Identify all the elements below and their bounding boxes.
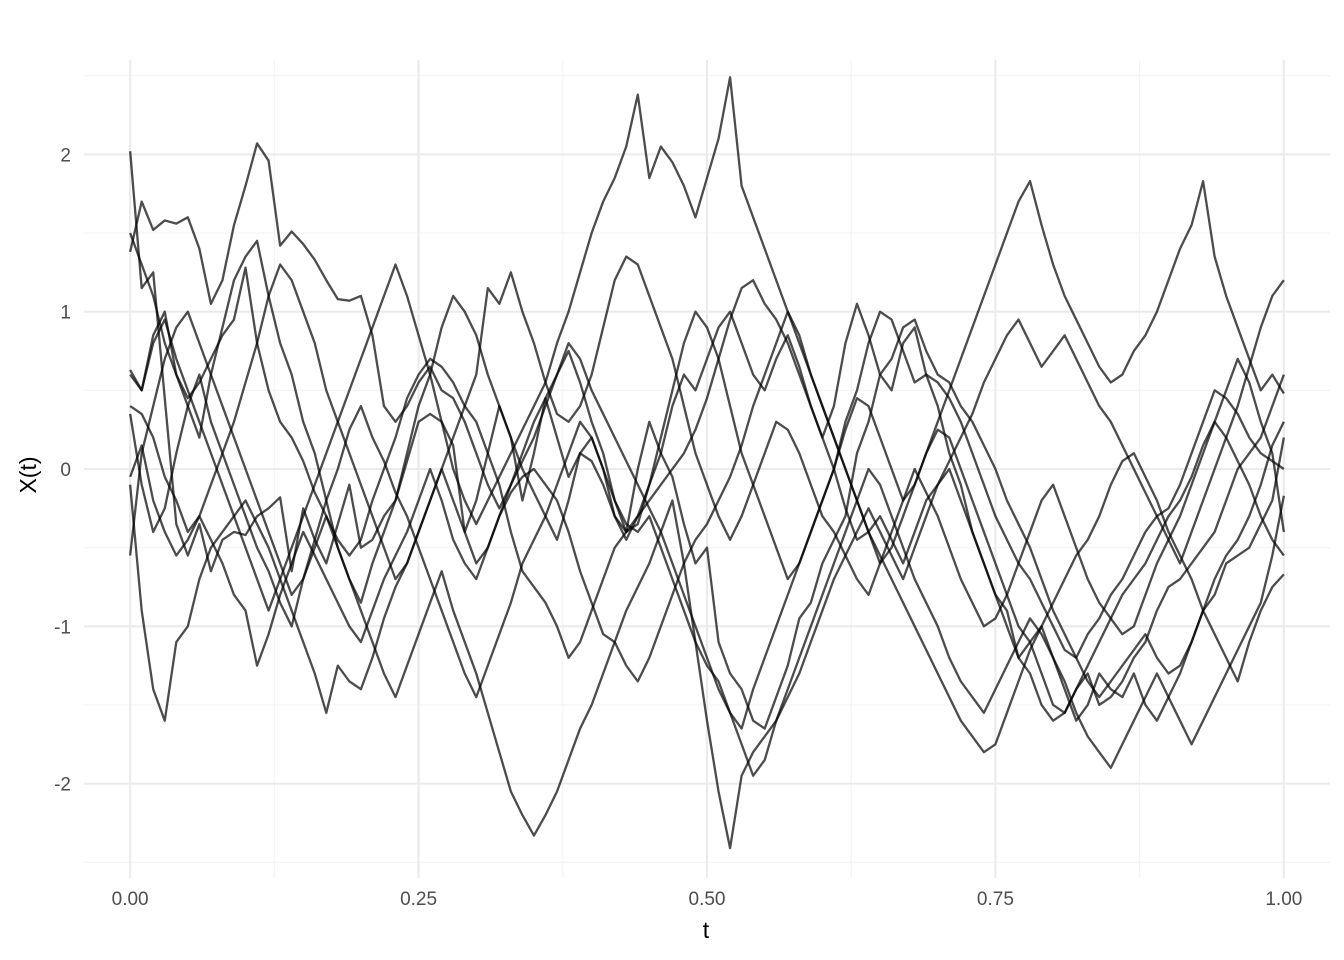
series-line-8 (129, 342, 1285, 777)
x-tick-label: 0.00 (112, 889, 149, 910)
x-tick-label: 0.50 (689, 889, 726, 910)
y-tick-label: 0 (60, 460, 71, 481)
series-line-10 (129, 76, 1285, 612)
y-tick-label: 2 (60, 145, 71, 166)
x-axis-title: t (703, 917, 710, 943)
x-tick-label: 1.00 (1265, 889, 1302, 910)
series-layer (129, 76, 1285, 850)
y-tick-label: 1 (60, 303, 71, 324)
series-line-2 (129, 232, 1285, 659)
series-line-7 (129, 310, 1285, 754)
series-line-6 (129, 373, 1285, 730)
series-line-5 (129, 255, 1285, 636)
x-tick-label: 0.25 (400, 889, 437, 910)
tick-labels: 0.00 0.25 0.50 0.75 1.00 -2 -1 0 1 2 (54, 145, 1302, 910)
series-line-9 (129, 279, 1285, 850)
x-tick-label: 0.75 (977, 889, 1014, 910)
y-tick-label: -1 (54, 617, 71, 638)
y-axis-title: X(t) (15, 456, 41, 493)
series-line-4 (129, 266, 1285, 722)
series-line-1 (129, 151, 1285, 730)
y-tick-label: -2 (54, 775, 71, 796)
